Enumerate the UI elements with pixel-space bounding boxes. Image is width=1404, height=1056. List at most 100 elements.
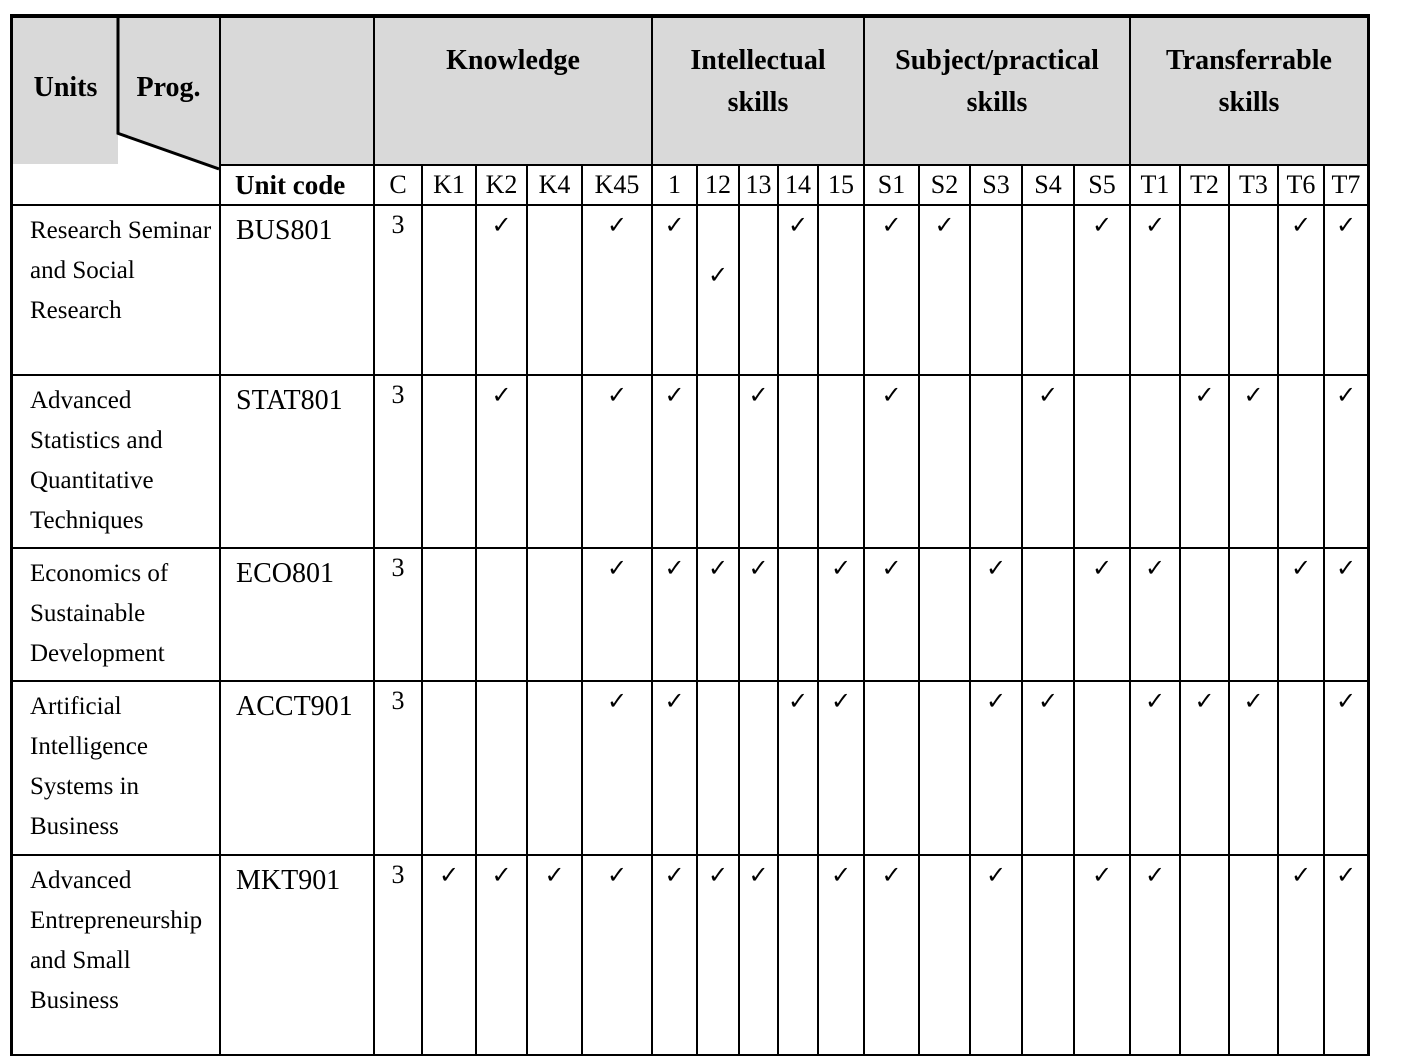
group-header-knowledge: Knowledge <box>375 18 653 166</box>
column-header-K2: K2 <box>477 166 528 206</box>
skill-check-cell-13 <box>740 682 779 856</box>
skill-check-cell-T3: ✓ <box>1230 376 1279 549</box>
skill-check-cell-T7: ✓ <box>1325 682 1370 856</box>
corner-cell: Units Prog. <box>13 18 221 206</box>
group-header-subject-practical-skills: Subject/practical skills <box>865 18 1131 166</box>
credit-hours-cell: 3 <box>375 376 423 549</box>
column-header-S3: S3 <box>971 166 1023 206</box>
skill-check-cell-T6: ✓ <box>1279 549 1325 682</box>
skill-check-cell-S5: ✓ <box>1075 856 1131 1056</box>
skill-check-cell-15: ✓ <box>819 549 865 682</box>
skill-check-cell-12 <box>698 376 740 549</box>
skill-check-cell-K4 <box>528 376 583 549</box>
skill-check-cell-K1 <box>423 206 477 376</box>
column-header-T6: T6 <box>1279 166 1325 206</box>
skill-check-cell-K4 <box>528 549 583 682</box>
skills-mapping-table: Units Prog. Unit code Knowledge Intellec… <box>10 14 1370 1056</box>
skill-check-cell-S2 <box>920 376 971 549</box>
unit-name-cell: Artificial Intelligence Systems in Busin… <box>13 682 221 856</box>
skill-check-cell-T7: ✓ <box>1325 206 1370 376</box>
unit-code-cell: ECO801 <box>221 549 375 682</box>
skill-check-cell-T1: ✓ <box>1131 856 1181 1056</box>
skill-check-cell-S5: ✓ <box>1075 549 1131 682</box>
skill-check-cell-S3: ✓ <box>971 856 1023 1056</box>
skill-check-cell-T2 <box>1181 549 1230 682</box>
skill-check-cell-S5 <box>1075 376 1131 549</box>
unit-code-cell: BUS801 <box>221 206 375 376</box>
prog-header-label: Prog. <box>136 72 201 103</box>
column-header-C: C <box>375 166 423 206</box>
skill-check-cell-S5: ✓ <box>1075 206 1131 376</box>
credit-hours-cell: 3 <box>375 856 423 1056</box>
skill-check-cell-K45: ✓ <box>583 206 653 376</box>
skill-check-cell-S1 <box>865 682 920 856</box>
column-header-T3: T3 <box>1230 166 1279 206</box>
credit-hours-cell: 3 <box>375 549 423 682</box>
unit-code-cell: ACCT901 <box>221 682 375 856</box>
column-header-T1: T1 <box>1131 166 1181 206</box>
skill-check-cell-S3 <box>971 376 1023 549</box>
skill-check-cell-S1: ✓ <box>865 856 920 1056</box>
skill-check-cell-K2 <box>477 682 528 856</box>
skill-check-cell-S3: ✓ <box>971 682 1023 856</box>
skill-check-cell-S4 <box>1023 206 1075 376</box>
column-header-K1: K1 <box>423 166 477 206</box>
column-header-K4: K4 <box>528 166 583 206</box>
skill-check-cell-T2 <box>1181 206 1230 376</box>
skill-check-cell-13: ✓ <box>740 856 779 1056</box>
skill-check-cell-15 <box>819 376 865 549</box>
skill-check-cell-K1 <box>423 682 477 856</box>
skill-check-cell-K1 <box>423 376 477 549</box>
skill-check-cell-12: ✓ <box>698 206 740 376</box>
skill-check-cell-14 <box>779 549 819 682</box>
column-header-1: 1 <box>653 166 698 206</box>
skill-check-cell-S2 <box>920 549 971 682</box>
skill-check-cell-T3 <box>1230 206 1279 376</box>
skill-check-cell-S3: ✓ <box>971 549 1023 682</box>
skill-check-cell-S4 <box>1023 856 1075 1056</box>
skill-check-cell-K45: ✓ <box>583 376 653 549</box>
unit-name-cell: Economics of Sustainable Development <box>13 549 221 682</box>
skill-check-cell-1: ✓ <box>653 682 698 856</box>
skill-check-cell-14 <box>779 856 819 1056</box>
column-header-12: 12 <box>698 166 740 206</box>
skill-check-cell-1: ✓ <box>653 549 698 682</box>
skill-check-cell-K45: ✓ <box>583 682 653 856</box>
skill-check-cell-15: ✓ <box>819 856 865 1056</box>
empty-header-cell <box>221 18 375 166</box>
skill-check-cell-T3 <box>1230 856 1279 1056</box>
skill-check-cell-T1: ✓ <box>1131 206 1181 376</box>
column-header-S1: S1 <box>865 166 920 206</box>
skill-check-cell-T6 <box>1279 682 1325 856</box>
column-header-13: 13 <box>740 166 779 206</box>
skill-check-cell-1: ✓ <box>653 206 698 376</box>
skill-check-cell-T1 <box>1131 376 1181 549</box>
column-header-T7: T7 <box>1325 166 1370 206</box>
skill-check-cell-T6: ✓ <box>1279 856 1325 1056</box>
skill-check-cell-T7: ✓ <box>1325 856 1370 1056</box>
column-header-14: 14 <box>779 166 819 206</box>
group-header-label: Transferrable skills <box>1166 45 1332 118</box>
skill-check-cell-K2: ✓ <box>477 376 528 549</box>
skill-check-cell-S1: ✓ <box>865 206 920 376</box>
unit-name-cell: Advanced Entrepreneurship and Small Busi… <box>13 856 221 1056</box>
unit-name-cell: Advanced Statistics and Quantitative Tec… <box>13 376 221 549</box>
column-header-S2: S2 <box>920 166 971 206</box>
skill-check-cell-K4: ✓ <box>528 856 583 1056</box>
skill-check-cell-S2 <box>920 682 971 856</box>
skill-check-cell-1: ✓ <box>653 376 698 549</box>
skill-check-cell-K1: ✓ <box>423 856 477 1056</box>
skill-check-cell-T2 <box>1181 856 1230 1056</box>
skill-check-cell-K4 <box>528 206 583 376</box>
column-header-15: 15 <box>819 166 865 206</box>
skill-check-cell-12: ✓ <box>698 856 740 1056</box>
skill-check-cell-15: ✓ <box>819 682 865 856</box>
skill-check-cell-13 <box>740 206 779 376</box>
column-header-T2: T2 <box>1181 166 1230 206</box>
skill-check-cell-T3 <box>1230 549 1279 682</box>
group-header-label: Intellectual skills <box>690 45 826 118</box>
skill-check-cell-S1: ✓ <box>865 549 920 682</box>
skill-check-cell-S2: ✓ <box>920 206 971 376</box>
credit-hours-cell: 3 <box>375 206 423 376</box>
skill-check-cell-S4: ✓ <box>1023 682 1075 856</box>
